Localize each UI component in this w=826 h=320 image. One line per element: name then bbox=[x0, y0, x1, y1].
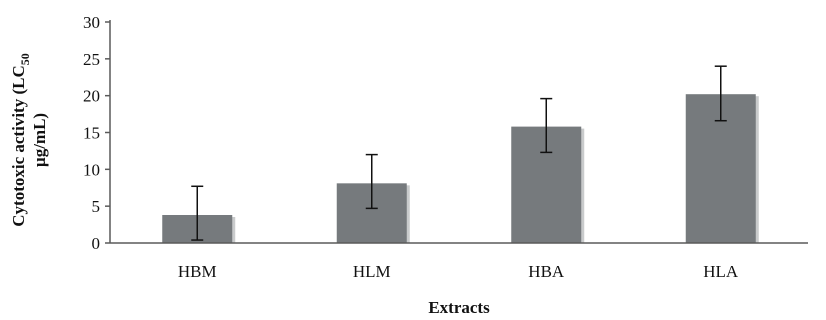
error-bar-hlm bbox=[365, 153, 378, 210]
y-tick-label: 30 bbox=[83, 13, 100, 32]
y-tick-label: 5 bbox=[92, 197, 101, 216]
bars-layer bbox=[162, 94, 759, 244]
x-axis-ticks: HBM HLM HBA HLA bbox=[178, 262, 739, 281]
y-axis-title-subscript: 50 bbox=[18, 53, 32, 65]
error-bar-hla bbox=[714, 65, 727, 122]
y-axis-title: Cytotoxic activity (LC50 µg/mL) bbox=[9, 53, 49, 226]
y-tick-label: 0 bbox=[92, 234, 101, 253]
y-axis-title-line-2: µg/mL) bbox=[30, 113, 49, 167]
y-tick-label: 25 bbox=[83, 50, 100, 69]
y-axis-ticks: 0 5 10 15 20 25 30 bbox=[83, 13, 110, 253]
y-axis-title-line-1: Cytotoxic activity (LC50 bbox=[9, 53, 32, 226]
x-tick-label-hba: HBA bbox=[528, 262, 565, 281]
error-bar-hba bbox=[540, 97, 553, 154]
y-tick-label: 15 bbox=[83, 124, 100, 143]
error-bar-hbm bbox=[191, 185, 204, 241]
x-axis-title: Extracts bbox=[428, 298, 490, 317]
x-tick-label-hla: HLA bbox=[703, 262, 739, 281]
y-tick-label: 20 bbox=[83, 87, 100, 106]
y-tick-label: 10 bbox=[83, 160, 100, 179]
y-axis-title-main: Cytotoxic activity (LC bbox=[9, 65, 28, 226]
x-tick-label-hbm: HBM bbox=[178, 262, 217, 281]
x-tick-label-hlm: HLM bbox=[353, 262, 391, 281]
error-bars-layer bbox=[191, 65, 727, 241]
